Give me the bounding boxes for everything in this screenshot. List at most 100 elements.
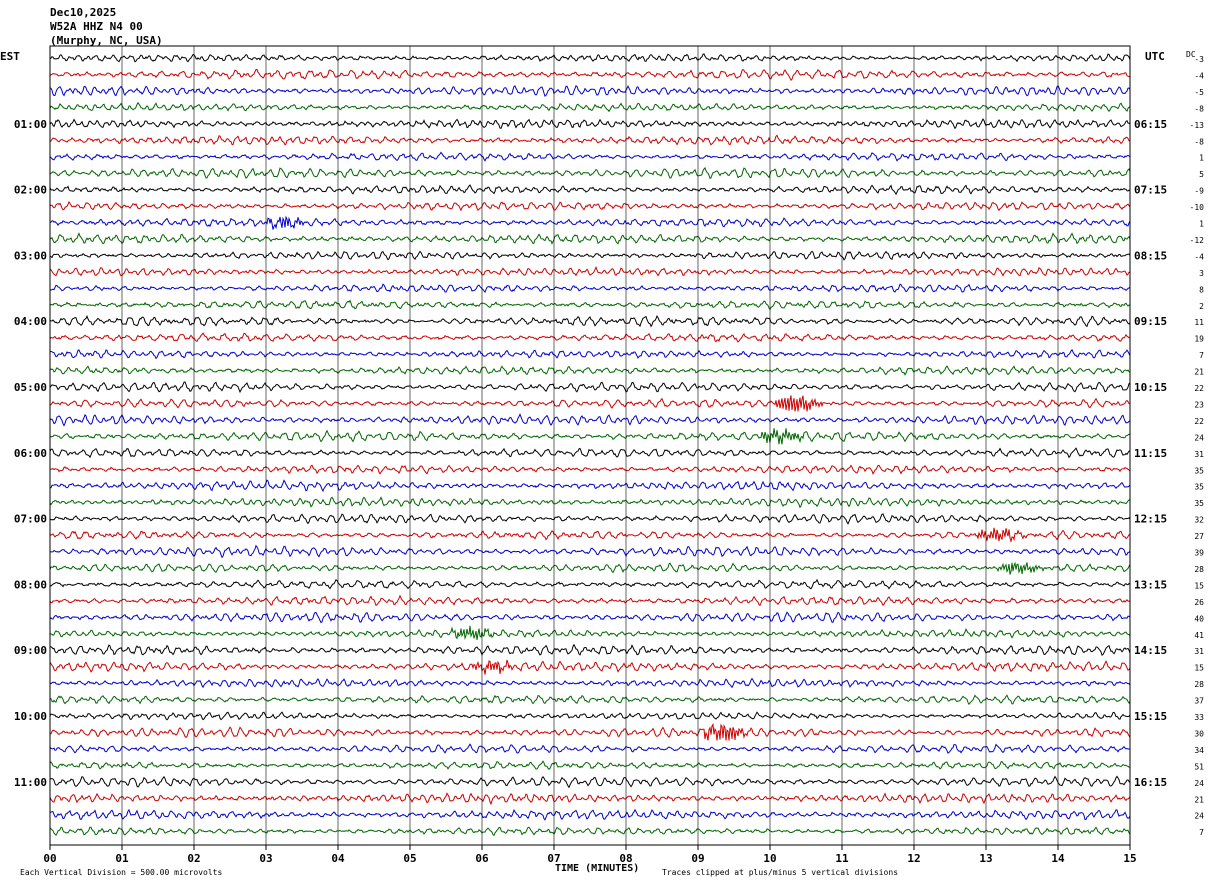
plot-frame	[49, 45, 1131, 846]
dc-offset-label: 33	[1194, 713, 1204, 722]
dc-offset-label: 7	[1199, 828, 1204, 837]
dc-offset-label: 40	[1194, 614, 1204, 623]
dc-offset-label: -3	[1194, 55, 1204, 64]
dc-offset-label: 1	[1199, 220, 1204, 229]
x-tick-label: 07	[547, 852, 560, 865]
x-tick-label: 10	[763, 852, 776, 865]
trace-line	[49, 68, 1131, 82]
trace-line	[49, 315, 1131, 328]
x-axis: 00 01 02 03 04 05 06 07 08 09 10 11 12 13 14 15	[43, 845, 1137, 865]
trace-line	[49, 808, 1131, 821]
right-hour-label: 09:15	[1134, 315, 1167, 328]
right-hour-label: 11:15	[1134, 447, 1167, 460]
trace-line	[49, 348, 1131, 360]
trace-line	[49, 792, 1131, 806]
hour-labels: 01:00 02:00 03:00 04:00 05:00 06:00 07:00 08:00…	[14, 118, 1167, 789]
left-hour-label: 06:00	[14, 447, 47, 460]
x-tick-label: 00	[43, 852, 56, 865]
left-hour-label: 03:00	[14, 249, 47, 262]
x-tick-label: 08	[619, 852, 632, 865]
trace-line	[49, 659, 1131, 675]
right-hour-label: 06:15	[1134, 118, 1167, 131]
right-hour-label: 08:15	[1134, 249, 1167, 262]
dc-offset-label: 41	[1194, 631, 1204, 640]
trace-line	[49, 447, 1131, 459]
dc-offset-label: 35	[1194, 466, 1204, 475]
left-hour-label: 02:00	[14, 184, 47, 197]
left-hour-label: 11:00	[14, 776, 47, 789]
dc-offset-label: -13	[1190, 121, 1205, 130]
dc-offset-label: 21	[1194, 368, 1204, 377]
dc-offset-label: 39	[1194, 549, 1204, 558]
trace-line	[49, 299, 1131, 311]
station-label: W52A HHZ N4 00	[50, 20, 143, 33]
trace-line	[49, 134, 1131, 146]
trace-line	[49, 544, 1131, 559]
trace-line	[49, 527, 1131, 542]
trace-line	[49, 743, 1131, 754]
dc-offset-label: 34	[1194, 746, 1204, 755]
trace-line	[49, 365, 1131, 376]
dc-offset-label: 22	[1194, 384, 1204, 393]
seismic-traces	[49, 53, 1131, 837]
right-hour-label: 07:15	[1134, 184, 1167, 197]
trace-line	[49, 232, 1131, 245]
dc-offset-label: 1	[1199, 154, 1204, 163]
trace-line	[49, 611, 1131, 624]
trace-line	[49, 578, 1131, 590]
trace-line	[49, 101, 1131, 113]
left-hour-label: 07:00	[14, 513, 47, 526]
right-hour-label: 10:15	[1134, 381, 1167, 394]
trace-line	[49, 84, 1131, 97]
dc-offset-label: 35	[1194, 499, 1204, 508]
trace-line	[49, 760, 1131, 771]
x-tick-label: 09	[691, 852, 704, 865]
dc-offset-label: 22	[1194, 417, 1204, 426]
right-timezone-label: UTC	[1145, 50, 1165, 63]
dc-offset-label: -8	[1194, 104, 1204, 113]
dc-offset-label: -9	[1194, 187, 1204, 196]
left-hour-label: 09:00	[14, 644, 47, 657]
x-tick-label: 01	[115, 852, 129, 865]
right-hour-label: 16:15	[1134, 776, 1167, 789]
x-axis-title: TIME (MINUTES)	[555, 863, 640, 874]
trace-line	[49, 166, 1131, 180]
right-hour-label: 14:15	[1134, 644, 1167, 657]
dc-offset-label: 35	[1194, 483, 1204, 492]
trace-line	[49, 200, 1131, 212]
trace-line	[49, 722, 1131, 741]
trace-line	[49, 496, 1131, 509]
x-tick-label: 02	[187, 852, 200, 865]
trace-line	[49, 826, 1131, 837]
right-hour-label: 15:15	[1134, 710, 1167, 723]
trace-line	[49, 775, 1131, 789]
left-hour-label: 08:00	[14, 578, 47, 591]
dc-offset-label: 26	[1194, 598, 1204, 607]
dc-offset-label: 2	[1199, 302, 1204, 311]
minute-grid	[49, 45, 1131, 846]
dc-offset-label: 8	[1199, 285, 1204, 294]
dc-header-label: DC	[1186, 50, 1196, 59]
left-timezone-label: EST	[0, 50, 20, 63]
x-tick-label: 06	[475, 852, 489, 865]
x-tick-label: 15	[1123, 852, 1136, 865]
right-hour-label: 12:15	[1134, 513, 1167, 526]
dc-offsets: -3-4-5-8-13-815-9-101-12-438211197212223…	[1190, 55, 1205, 837]
dc-offset-label: 51	[1194, 762, 1204, 771]
dc-offset-label: 3	[1199, 269, 1204, 278]
trace-line	[49, 283, 1131, 294]
trace-line	[49, 265, 1131, 277]
left-hour-label: 04:00	[14, 315, 47, 328]
clip-note: Traces clipped at plus/minus 5 vertical …	[662, 868, 899, 877]
trace-line	[49, 118, 1131, 130]
right-hour-label: 13:15	[1134, 578, 1167, 591]
dc-offset-label: 5	[1199, 170, 1204, 179]
dc-offset-label: 32	[1194, 516, 1204, 525]
trace-line	[49, 250, 1131, 261]
dc-offset-label: 37	[1194, 697, 1204, 706]
trace-line	[49, 561, 1131, 575]
dc-offset-label: 24	[1194, 812, 1204, 821]
date-label: Dec10,2025	[50, 6, 117, 19]
x-tick-label: 03	[259, 852, 272, 865]
trace-line	[49, 464, 1131, 475]
